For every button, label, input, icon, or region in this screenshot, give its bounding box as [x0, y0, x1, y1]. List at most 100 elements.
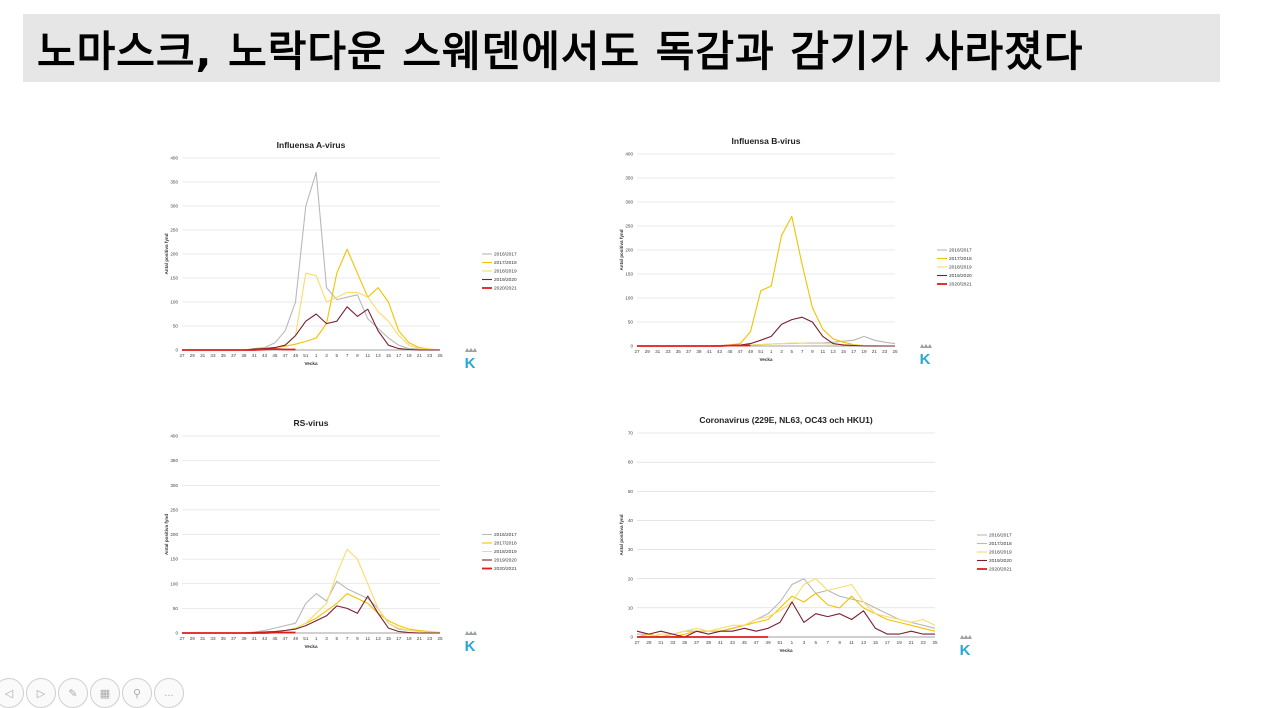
y-axis-label: Antal positiva fynd — [164, 514, 169, 555]
x-tick-label: 23 — [882, 349, 888, 354]
chart-title: Influensa B-virus — [732, 136, 801, 146]
x-tick-label: 41 — [252, 636, 258, 641]
chart-title: RS-virus — [294, 418, 329, 428]
prev-icon[interactable]: ◁ — [0, 678, 24, 708]
x-tick-label: 47 — [283, 353, 289, 358]
x-tick-label: 51 — [303, 353, 309, 358]
x-tick-label: 45 — [272, 353, 278, 358]
x-tick-label: 29 — [646, 640, 652, 645]
legend-label: 2016/2017 — [494, 252, 517, 258]
x-tick-label: 27 — [179, 636, 185, 641]
x-tick-label: 51 — [303, 636, 309, 641]
x-tick-label: 33 — [670, 640, 676, 645]
legend-label: 2019/2020 — [949, 273, 972, 279]
x-tick-label: 33 — [210, 353, 216, 358]
agency-logo-icon: K — [960, 642, 971, 659]
x-tick-label: 51 — [777, 640, 783, 645]
y-tick-label: 300 — [170, 204, 178, 209]
y-tick-label: 40 — [628, 518, 634, 523]
y-tick-label: 350 — [170, 180, 178, 185]
y-tick-label: 30 — [628, 547, 634, 552]
agency-logo-icon: K — [465, 355, 476, 372]
x-tick-label: 13 — [376, 636, 382, 641]
series-line — [182, 306, 440, 351]
pen-icon[interactable]: ✎ — [58, 678, 88, 708]
y-tick-label: 150 — [170, 276, 178, 281]
y-tick-label: 350 — [170, 458, 178, 463]
chart-panel-coronavirus: Coronavirus (229E, NL63, OC43 och HKU1) 0… — [615, 415, 1035, 667]
chart-panel-rs-virus: RS-virus 0 50 100 150 200 250 300 350 400 27 29 31 33… — [160, 418, 540, 663]
slides-icon[interactable]: ▦ — [90, 678, 120, 708]
x-tick-label: 5 — [791, 349, 794, 354]
y-tick-label: 0 — [630, 344, 633, 349]
zoom-icon[interactable]: ⚲ — [122, 678, 152, 708]
x-tick-label: 33 — [210, 636, 216, 641]
legend-label: 2019/2020 — [989, 558, 1012, 564]
x-tick-label: 5 — [336, 636, 339, 641]
x-tick-label: 29 — [190, 636, 196, 641]
x-tick-label: 43 — [262, 636, 268, 641]
y-tick-label: 150 — [170, 557, 178, 562]
x-tick-label: 47 — [738, 349, 744, 354]
x-tick-label: 35 — [221, 636, 227, 641]
series-line — [182, 272, 441, 351]
crown-icon — [920, 344, 932, 348]
x-tick-label: 41 — [718, 640, 724, 645]
series-line — [637, 344, 751, 347]
x-axis-label: Vecka — [779, 648, 792, 653]
x-tick-label: 33 — [665, 349, 671, 354]
series-line — [182, 248, 441, 351]
x-tick-label: 11 — [365, 353, 370, 358]
y-tick-label: 400 — [170, 434, 178, 439]
legend-label: 2018/2019 — [989, 550, 1012, 556]
x-tick-label: 31 — [658, 640, 664, 645]
y-tick-label: 100 — [625, 296, 633, 301]
x-tick-label: 17 — [396, 353, 402, 358]
crown-icon — [465, 631, 477, 635]
x-tick-label: 25 — [437, 353, 443, 358]
legend-label: 2016/2017 — [989, 533, 1012, 539]
x-tick-label: 29 — [645, 349, 651, 354]
more-icon[interactable]: ... — [154, 678, 184, 708]
series-line — [182, 595, 440, 634]
y-tick-label: 150 — [625, 272, 633, 277]
chart-panel-influenza-a: Influensa A-virus 0 50 100 150 200 250 300 350 40… — [160, 140, 540, 380]
y-tick-label: 50 — [173, 606, 179, 611]
x-tick-label: 37 — [686, 349, 692, 354]
x-tick-label: 23 — [427, 353, 433, 358]
next-icon[interactable]: ▷ — [26, 678, 56, 708]
series-line — [182, 348, 296, 351]
x-tick-label: 1 — [315, 353, 318, 358]
x-tick-label: 39 — [706, 640, 712, 645]
x-tick-label: 11 — [820, 349, 825, 354]
chart-panel-influenza-b: Influensa B-virus 0 50 100 150 200 250 300 350 40… — [615, 136, 995, 376]
x-tick-label: 27 — [634, 640, 640, 645]
x-tick-label: 25 — [932, 640, 938, 645]
x-tick-label: 43 — [717, 349, 723, 354]
y-tick-label: 10 — [628, 605, 634, 610]
series-line — [637, 215, 895, 347]
x-tick-label: 1 — [770, 349, 773, 354]
legend-label: 2018/2019 — [494, 269, 517, 275]
x-tick-label: 47 — [754, 640, 760, 645]
x-tick-label: 21 — [909, 640, 915, 645]
x-tick-label: 9 — [838, 640, 841, 645]
x-tick-label: 23 — [427, 636, 433, 641]
x-tick-label: 43 — [262, 353, 268, 358]
x-tick-label: 3 — [780, 349, 783, 354]
x-tick-label: 7 — [346, 636, 349, 641]
x-tick-label: 39 — [696, 349, 702, 354]
presentation-toolbar: ◁ ▷ ✎ ▦ ⚲ ... — [0, 678, 184, 708]
x-tick-label: 39 — [241, 353, 247, 358]
y-tick-label: 200 — [170, 532, 178, 537]
y-tick-label: 250 — [170, 507, 178, 512]
x-tick-label: 25 — [892, 349, 898, 354]
x-tick-label: 1 — [315, 636, 318, 641]
x-tick-label: 21 — [417, 636, 423, 641]
y-tick-label: 0 — [630, 635, 633, 640]
x-tick-label: 49 — [293, 636, 299, 641]
x-tick-label: 3 — [325, 636, 328, 641]
y-tick-label: 400 — [170, 156, 178, 161]
y-tick-label: 100 — [170, 581, 178, 586]
series-line — [636, 592, 936, 638]
